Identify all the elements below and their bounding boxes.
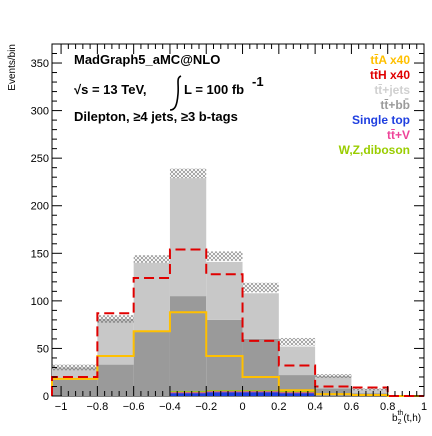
uncertainty-band <box>315 374 352 378</box>
x-tick-label: 0.2 <box>271 401 286 413</box>
bar-tt-jets <box>278 346 316 376</box>
legend-entry: W,Z,diboson <box>339 143 410 157</box>
bar-tt-jets <box>315 376 352 389</box>
bar-tt-bb <box>169 296 207 396</box>
legend-entry: tt̄+V <box>387 128 410 142</box>
bar-tt-jets <box>351 389 388 394</box>
selection-label: Dilepton, ≥4 jets, ≥3 b-tags <box>74 109 238 124</box>
x-tick-label: 1 <box>421 401 427 413</box>
bar-tt-bb <box>97 364 134 396</box>
bar-single-top <box>206 392 243 396</box>
legend-entry: tt̄A x40 <box>370 53 410 67</box>
uncertainty-band <box>52 364 98 371</box>
signal-line-tth-x40 <box>51 248 424 397</box>
x-axis-label-base: b <box>392 413 398 424</box>
x-tick-label: 0.8 <box>380 401 395 413</box>
legend-entry: tt̄+jets <box>374 83 410 97</box>
x-axis-label-args: (t,h) <box>403 413 421 424</box>
bar-w-z-diboson <box>169 391 207 393</box>
uncertainty-band <box>97 315 134 323</box>
bar-tt-bb <box>133 331 170 396</box>
y-tick-label: 150 <box>31 248 49 260</box>
bar-tt-v <box>278 392 316 394</box>
uncertainty-band <box>242 282 279 293</box>
x-axis-label-sub: 2 <box>398 419 402 426</box>
y-tick-label: 350 <box>31 58 49 70</box>
x-tick-label: 0.4 <box>307 401 322 413</box>
x-axis: −1 −0.8 −0.6 −0.4 −0.2 0 0.2 0.4 0.6 0.8 1 <box>55 44 427 413</box>
legend-entry: Single top <box>352 113 410 127</box>
x-tick-label: −0.8 <box>87 401 109 413</box>
bar-single-top <box>278 393 316 396</box>
bar-tt-v <box>169 392 207 394</box>
bar-w-z-diboson <box>278 391 316 393</box>
x-tick-label: −0.6 <box>123 401 145 413</box>
x-tick-label: −0.2 <box>195 401 217 413</box>
y-tick-label: 0 <box>43 391 49 403</box>
bar-w-z-diboson <box>242 390 279 392</box>
lumi-label: L = 100 fb <box>184 82 244 97</box>
uncertainty-band <box>278 337 316 346</box>
uncertainty-layer <box>52 168 388 391</box>
y-axis-label: Events/bin <box>7 44 18 91</box>
bar-tt-jets <box>97 318 134 365</box>
uncertainty-band <box>206 251 243 261</box>
legend-entry: tt̄H x40 <box>370 68 410 82</box>
bar-tt-bb <box>206 319 243 396</box>
generator-label: MadGraph5_aMC@NLO <box>74 52 220 67</box>
bar-tt-jets <box>133 262 170 332</box>
stack-layer <box>52 178 388 396</box>
y-tick-label: 200 <box>31 201 49 213</box>
x-axis-label: b2 th(t,h) <box>392 410 421 426</box>
lumi-exponent: -1 <box>252 74 264 89</box>
bar-tt-bb <box>52 379 98 396</box>
uncertainty-band <box>351 388 388 391</box>
integral-sign <box>169 75 182 111</box>
energy-label: √s = 13 TeV, <box>74 82 147 97</box>
legend-entry: tt̄+bb̄ <box>380 98 410 112</box>
bar-tt-jets <box>242 293 279 339</box>
x-tick-label: 0 <box>239 401 245 413</box>
bar-single-top <box>169 393 207 396</box>
bar-tt-jets <box>206 261 243 320</box>
bar-tt-jets <box>169 178 207 297</box>
bar-tt-v <box>242 391 279 393</box>
bar-tt-bb <box>315 388 352 396</box>
y-tick-label: 100 <box>31 296 49 308</box>
uncertainty-band <box>169 168 207 179</box>
uncertainty-band <box>133 255 170 263</box>
y-axis: 0 50 100 150 200 250 300 350 <box>31 53 424 403</box>
bar-tt-v <box>206 391 243 393</box>
x-tick-label: −0.4 <box>159 401 181 413</box>
x-tick-label: 0.6 <box>344 401 359 413</box>
x-axis-label-sup: th <box>397 410 403 417</box>
bar-tt-bb <box>242 338 279 396</box>
bar-w-z-diboson <box>206 390 243 392</box>
y-tick-label: 300 <box>31 106 49 118</box>
bar-single-top <box>242 392 279 396</box>
y-tick-label: 50 <box>37 343 49 355</box>
x-tick-label: −1 <box>55 401 68 413</box>
y-tick-label: 250 <box>31 153 49 165</box>
